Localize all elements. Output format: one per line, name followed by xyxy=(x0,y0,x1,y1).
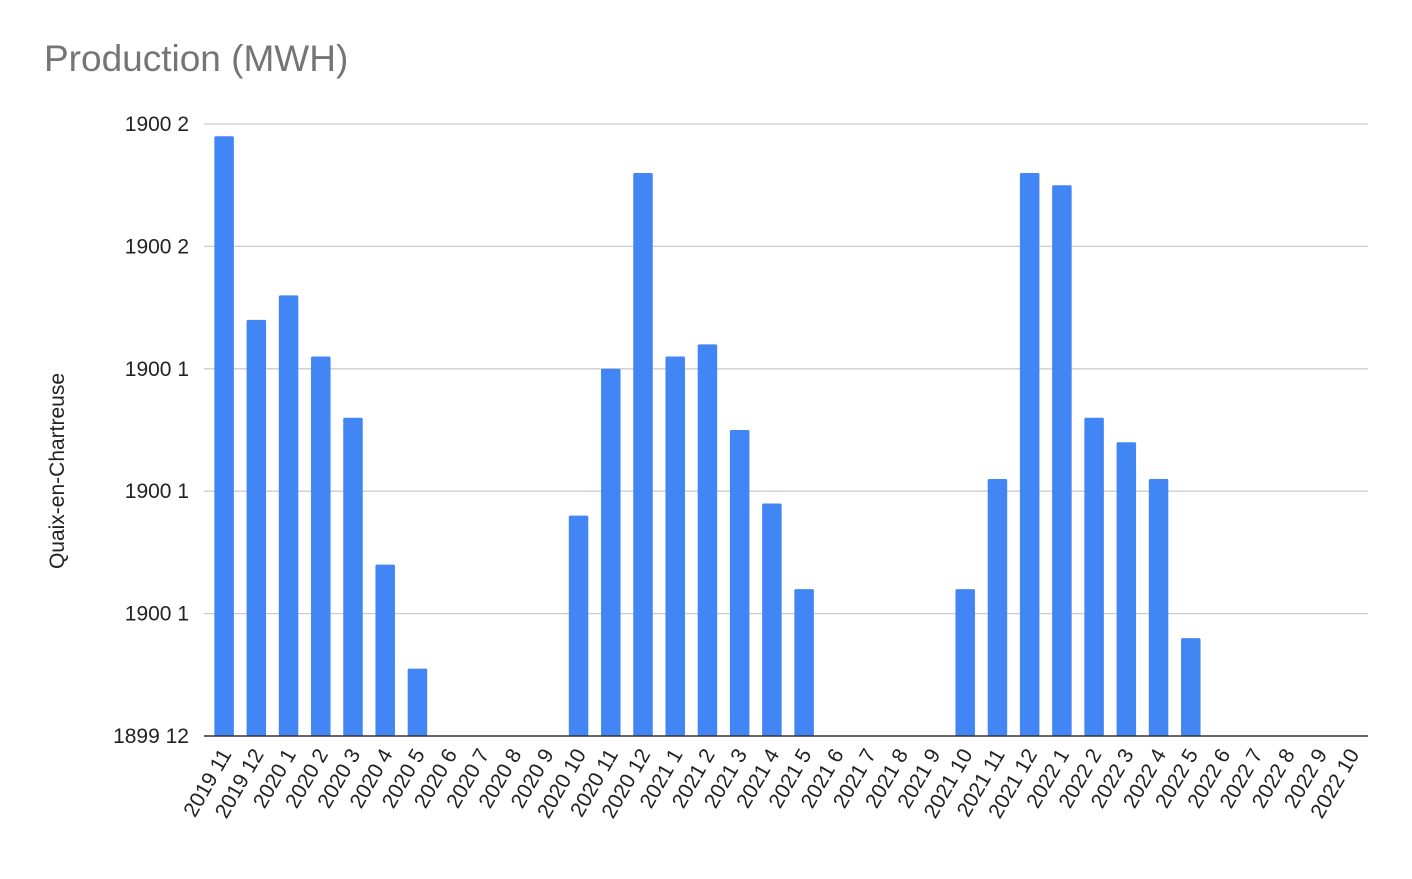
y-tick-label: 1899 12 xyxy=(113,725,189,748)
bar xyxy=(1148,478,1169,736)
bar xyxy=(665,356,685,736)
bar xyxy=(987,478,1008,736)
bar xyxy=(1019,172,1040,736)
y-tick-label: 1900 1 xyxy=(125,603,189,626)
bar xyxy=(375,564,395,736)
bar xyxy=(278,295,299,736)
bar xyxy=(794,589,814,736)
bars xyxy=(214,136,1201,737)
bar xyxy=(697,344,718,736)
bar xyxy=(568,515,589,736)
y-tick-labels: 1899 12 1900 1 1900 1 1900 1 1900 2 1900 2 xyxy=(113,113,189,748)
bar xyxy=(407,668,428,736)
bar xyxy=(1052,185,1072,736)
bar xyxy=(601,368,621,736)
bar xyxy=(762,503,782,736)
chart-title: Production (MWH) xyxy=(44,38,349,79)
bar xyxy=(729,430,750,736)
bar xyxy=(1084,417,1104,736)
bar xyxy=(1116,442,1137,736)
bar xyxy=(214,136,234,737)
y-axis-label: Quaix-en-Chartreuse xyxy=(46,373,69,569)
bar xyxy=(1181,638,1201,736)
y-tick-label: 1900 1 xyxy=(125,480,189,503)
y-tick-label: 1900 2 xyxy=(125,235,189,258)
bar xyxy=(633,172,653,736)
y-tick-label: 1900 2 xyxy=(125,113,189,136)
bar xyxy=(955,589,975,736)
bar xyxy=(343,417,363,736)
gridlines xyxy=(204,123,1368,615)
y-tick-label: 1900 1 xyxy=(125,358,189,381)
bar xyxy=(311,356,331,736)
bar xyxy=(246,319,267,736)
